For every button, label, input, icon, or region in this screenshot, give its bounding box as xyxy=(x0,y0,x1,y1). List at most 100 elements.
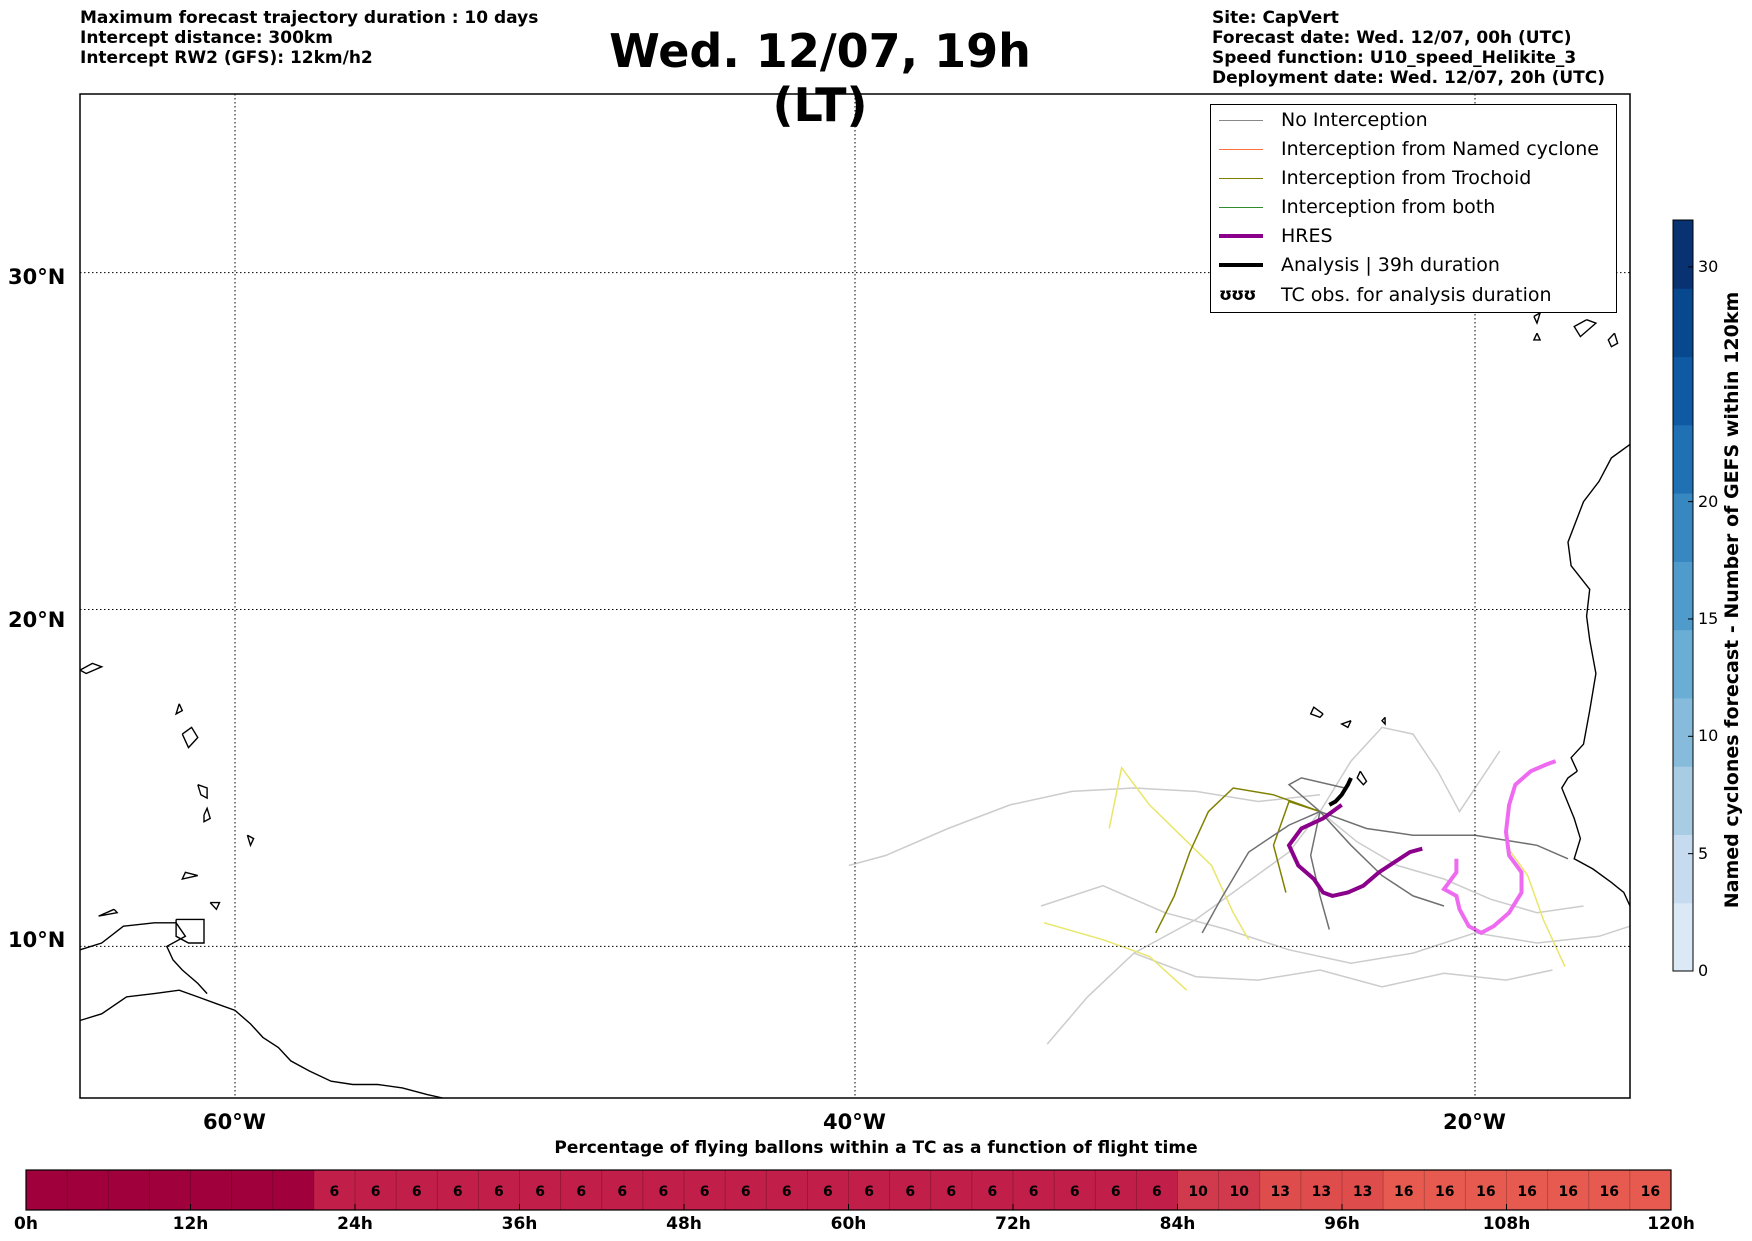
legend-item-trochoid: Interception from Trochoid xyxy=(1219,165,1531,191)
flight-time-cell xyxy=(1342,1170,1384,1210)
ensemble-track-light xyxy=(1319,726,1501,814)
ensemble-track-light xyxy=(1319,811,1584,914)
flight-time-cell xyxy=(1177,1170,1219,1210)
colorbar-segment xyxy=(1673,424,1693,494)
coastline xyxy=(1607,332,1619,348)
flight-time-cell-value: 6 xyxy=(1029,1184,1039,1200)
flight-time-cell xyxy=(807,1170,849,1210)
flight-time-cell xyxy=(26,1170,68,1210)
flight-time-tick-label: 12h xyxy=(172,1214,209,1234)
colorbar-title: Named cyclones forecast - Number of GEFS… xyxy=(1721,291,1743,909)
flight-time-cell-value: 16 xyxy=(1641,1184,1660,1200)
flight-time-cell xyxy=(190,1170,232,1210)
flight-time-cell-value: 16 xyxy=(1435,1184,1454,1200)
colorbar-tick-label: 15 xyxy=(1698,608,1719,628)
flight-time-tick-label: 60h xyxy=(830,1214,867,1234)
flight-time-tick-label: 120h xyxy=(1647,1214,1695,1234)
coastline-layer xyxy=(79,311,1631,1099)
legend-label: Analysis | 39h duration xyxy=(1281,254,1500,276)
header-site: Site: CapVert xyxy=(1212,8,1339,28)
flight-time-cell xyxy=(355,1170,397,1210)
coastline xyxy=(175,918,205,944)
coastline xyxy=(174,703,184,716)
coastline xyxy=(1339,720,1352,729)
flight-time-cell xyxy=(848,1170,890,1210)
flight-time-cell xyxy=(1259,1170,1302,1210)
coastline xyxy=(246,834,255,848)
lat-label-10n: 10°N xyxy=(8,928,66,952)
flight-time-cell-value: 6 xyxy=(371,1184,381,1200)
ensemble-track-light xyxy=(1040,884,1631,964)
coastline xyxy=(203,806,212,823)
legend-swatch-both xyxy=(1219,206,1263,208)
coastline xyxy=(79,662,104,675)
ensemble-track-grey xyxy=(1287,777,1345,813)
colorbar-segment xyxy=(1673,356,1693,426)
page-title: Wed. 12/07, 19h (LT) xyxy=(609,24,1031,132)
legend-label: TC obs. for analysis duration xyxy=(1281,284,1552,306)
coastline xyxy=(1532,332,1542,341)
ensemble-track-yellow xyxy=(1043,922,1188,991)
coastline xyxy=(197,784,208,800)
flight-time-cell xyxy=(272,1170,315,1210)
colorbar-tick-label: 0 xyxy=(1698,961,1709,980)
gridline-layer xyxy=(80,94,1630,1098)
header-left-info: Maximum forecast trajectory duration : 1… xyxy=(80,8,538,68)
flight-time-cell-value: 16 xyxy=(1476,1184,1495,1200)
flight-time-cell-value: 6 xyxy=(988,1184,998,1200)
analysis-track xyxy=(1328,777,1353,807)
coastline xyxy=(181,871,198,880)
colorbar-segment xyxy=(1673,629,1693,699)
legend-item-analysis: Analysis | 39h duration xyxy=(1219,252,1500,278)
flight-time-cell xyxy=(1383,1170,1425,1210)
legend-item-named-cyclone: Interception from Named cyclone xyxy=(1219,136,1599,162)
flight-time-cell-value: 6 xyxy=(741,1184,751,1200)
flight-time-tick-label: 72h xyxy=(995,1214,1031,1234)
flight-time-cell-value: 6 xyxy=(617,1184,627,1200)
flight-time-cell-value: 6 xyxy=(1152,1184,1162,1200)
flight-time-cell xyxy=(1013,1170,1055,1210)
colorbar xyxy=(1672,219,1694,972)
legend-swatch-named-cyclone xyxy=(1219,148,1263,150)
legend-label: Interception from both xyxy=(1281,196,1496,218)
flight-time-cell-value: 10 xyxy=(1229,1184,1249,1200)
flight-time-cell xyxy=(1054,1170,1096,1210)
flight-time-cell xyxy=(725,1170,767,1210)
flight-time-cell-value: 16 xyxy=(1558,1184,1577,1200)
flight-time-cell xyxy=(149,1170,191,1210)
flight-time-cell-value: 6 xyxy=(659,1184,669,1200)
colorbar-segment xyxy=(1673,766,1693,835)
coastline xyxy=(1561,770,1631,907)
flight-time-cell-value: 13 xyxy=(1353,1184,1372,1200)
hres-track xyxy=(1286,803,1423,898)
flight-time-cell xyxy=(519,1170,561,1210)
ensemble-track-grey xyxy=(1309,811,1331,930)
lon-label-60w: 60°W xyxy=(203,1110,266,1134)
flight-time-tick-label: 24h xyxy=(337,1214,373,1234)
flight-time-cell-value: 6 xyxy=(494,1184,504,1200)
flight-time-cell xyxy=(478,1170,520,1210)
flight-time-cell-value: 13 xyxy=(1271,1184,1290,1200)
legend-item-hres: HRES xyxy=(1219,223,1333,249)
tc-symbol-icon: ʊʊʊ xyxy=(1219,285,1256,305)
flight-time-cell xyxy=(108,1170,150,1210)
flight-time-cell xyxy=(1136,1170,1178,1210)
ensemble-track-grey xyxy=(1319,811,1445,907)
flight-time-cell xyxy=(560,1170,603,1210)
flight-time-cell-value: 6 xyxy=(864,1184,874,1200)
lon-label-20w: 20°W xyxy=(1443,1110,1506,1134)
colorbar-frame xyxy=(1672,219,1694,972)
header-max-duration: Maximum forecast trajectory duration : 1… xyxy=(80,8,539,28)
flight-time-cell xyxy=(642,1170,685,1210)
ensemble-track-light xyxy=(1133,952,1553,988)
flight-time-cell-value: 6 xyxy=(823,1184,833,1200)
lat-label-20n: 20°N xyxy=(8,608,66,632)
colorbar-segment xyxy=(1673,561,1693,631)
coastline xyxy=(1381,716,1386,726)
flight-time-cell xyxy=(1465,1170,1507,1210)
legend-swatch-no-interception xyxy=(1219,119,1263,121)
flight-time-cell-value: 6 xyxy=(1111,1184,1121,1200)
flight-time-cell-value: 6 xyxy=(946,1184,956,1200)
colorbar-segment xyxy=(1673,493,1693,562)
